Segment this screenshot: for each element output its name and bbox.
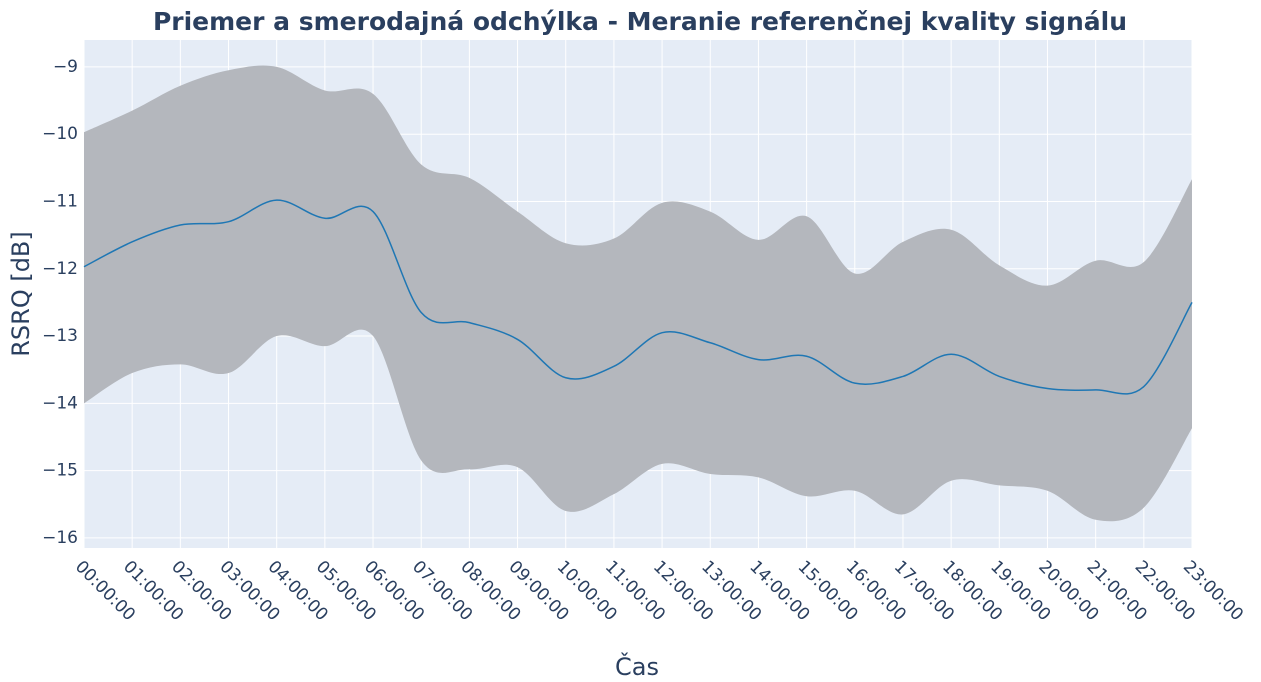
y-tick-label: −15 [42, 461, 78, 481]
y-tick-label: −10 [42, 124, 78, 144]
mean-line [83, 199, 1193, 395]
y-tick-label: −16 [42, 528, 78, 548]
std-band [84, 65, 1192, 522]
chart-title: Priemer a smerodajná odchýlka - Meranie … [153, 7, 1127, 36]
y-tick-label: −13 [42, 326, 78, 346]
y-tick-label: −14 [42, 393, 78, 413]
x-axis-title: Čas [615, 651, 659, 681]
y-axis-title: RSRQ [dB] [7, 231, 35, 357]
y-tick-label: −9 [53, 57, 78, 77]
y-tick-label: −11 [42, 191, 78, 211]
y-tick-label: −12 [42, 259, 78, 279]
